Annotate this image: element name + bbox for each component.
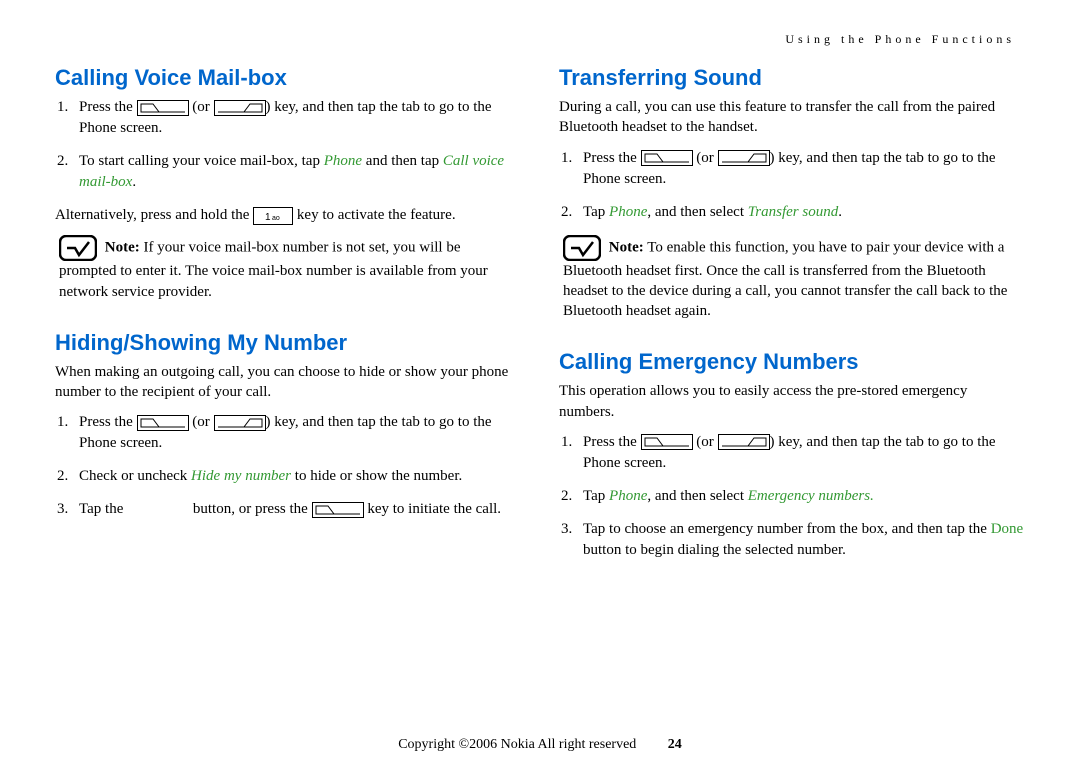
text: (or	[693, 150, 718, 166]
emergency-steps: Press the (or ) key, and then tap the ta…	[559, 432, 1025, 561]
page-number: 24	[668, 737, 682, 752]
right-softkey-icon	[214, 100, 266, 116]
text: Press the	[583, 150, 641, 166]
right-softkey-icon	[718, 434, 770, 450]
one-key-icon: 1ao	[253, 207, 293, 225]
text: Press the	[79, 414, 137, 430]
hide-number-intro: When making an outgoing call, you can ch…	[55, 362, 521, 403]
heading-hide-number: Hiding/Showing My Number	[55, 330, 521, 356]
list-item: Press the (or ) key, and then tap the ta…	[55, 97, 521, 139]
list-item: To start calling your voice mail-box, ta…	[55, 151, 521, 193]
right-softkey-icon	[214, 415, 266, 431]
text: and then tap	[362, 153, 443, 169]
transfer-intro: During a call, you can use this feature …	[559, 97, 1025, 138]
copyright: Copyright ©2006 Nokia All right reserved	[398, 737, 636, 752]
left-column: Calling Voice Mail-box Press the (or ) k…	[55, 65, 521, 573]
hide-number-steps: Press the (or ) key, and then tap the ta…	[55, 412, 521, 520]
right-column: Transferring Sound During a call, you ca…	[559, 65, 1025, 573]
text: (or	[189, 414, 214, 430]
list-item: Tap Phone, and then select Emergency num…	[559, 486, 1025, 507]
text: .	[132, 174, 136, 190]
heading-voice-mail: Calling Voice Mail-box	[55, 65, 521, 91]
text: , and then select	[647, 488, 747, 504]
text: key to activate the feature.	[293, 207, 455, 223]
list-item: Press the (or ) key, and then tap the ta…	[559, 148, 1025, 190]
term-emergency-numbers: Emergency numbers.	[748, 488, 874, 504]
left-softkey-icon	[641, 150, 693, 166]
footer: Copyright ©2006 Nokia All right reserved…	[0, 737, 1080, 753]
running-head: Using the Phone Functions	[55, 32, 1025, 47]
list-item: Check or uncheck Hide my number to hide …	[55, 466, 521, 487]
text: Tap to choose an emergency number from t…	[583, 521, 991, 537]
note-icon	[563, 235, 601, 261]
text: button to begin dialing the selected num…	[583, 542, 846, 558]
list-item: Press the (or ) key, and then tap the ta…	[559, 432, 1025, 474]
note-label: Note:	[105, 240, 140, 256]
text: .	[838, 204, 842, 220]
term-phone: Phone	[324, 153, 362, 169]
text: key to initiate the call.	[364, 501, 501, 517]
term-phone: Phone	[609, 204, 647, 220]
note-voice-mail: Note: If your voice mail-box number is n…	[55, 235, 521, 302]
text: Tap	[583, 488, 609, 504]
list-item: Tap to choose an emergency number from t…	[559, 519, 1025, 561]
heading-transfer-sound: Transferring Sound	[559, 65, 1025, 91]
heading-emergency: Calling Emergency Numbers	[559, 349, 1025, 375]
emergency-intro: This operation allows you to easily acce…	[559, 381, 1025, 422]
text: To start calling your voice mail-box, ta…	[79, 153, 324, 169]
svg-text:ao: ao	[272, 215, 280, 222]
right-softkey-icon	[718, 150, 770, 166]
svg-text:1: 1	[265, 212, 271, 223]
list-item: Tap the button, or press the key to init…	[55, 499, 521, 520]
text: Press the	[583, 434, 641, 450]
list-item: Tap Phone, and then select Transfer soun…	[559, 202, 1025, 223]
left-softkey-icon	[137, 100, 189, 116]
text: (or	[189, 99, 214, 115]
left-softkey-icon	[641, 434, 693, 450]
note-label: Note:	[609, 239, 644, 255]
text: Tap	[583, 204, 609, 220]
alt-paragraph: Alternatively, press and hold the 1ao ke…	[55, 205, 521, 225]
text: Check or uncheck	[79, 468, 191, 484]
term-done: Done	[991, 521, 1024, 537]
text: Alternatively, press and hold the	[55, 207, 253, 223]
voice-mail-steps: Press the (or ) key, and then tap the ta…	[55, 97, 521, 193]
term-phone: Phone	[609, 488, 647, 504]
note-transfer: Note: To enable this function, you have …	[559, 235, 1025, 322]
text: Tap the	[79, 501, 127, 517]
term-transfer-sound: Transfer sound	[748, 204, 838, 220]
text: Press the	[79, 99, 137, 115]
text: , and then select	[647, 204, 747, 220]
text: button, or press the	[189, 501, 311, 517]
term-hide-my-number: Hide my number	[191, 468, 291, 484]
left-softkey-icon	[137, 415, 189, 431]
transfer-steps: Press the (or ) key, and then tap the ta…	[559, 148, 1025, 223]
left-softkey-icon	[312, 502, 364, 518]
list-item: Press the (or ) key, and then tap the ta…	[55, 412, 521, 454]
note-icon	[59, 235, 97, 261]
text: to hide or show the number.	[291, 468, 462, 484]
text: (or	[693, 434, 718, 450]
